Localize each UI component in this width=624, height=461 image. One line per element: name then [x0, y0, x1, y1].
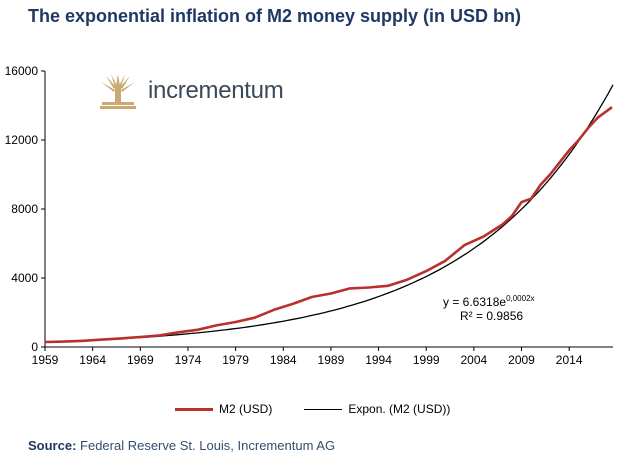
x-tick-label: 1969	[127, 353, 154, 367]
legend: M2 (USD) Expon. (M2 (USD))	[175, 402, 482, 416]
series-line-m2	[44, 106, 613, 344]
x-tick-label: 2014	[556, 353, 583, 367]
legend-item-expon: Expon. (M2 (USD))	[304, 402, 450, 416]
legend-label-m2: M2 (USD)	[219, 402, 273, 416]
x-tick-label: 1979	[222, 353, 249, 367]
source-text: Federal Reserve St. Louis, Incrementum A…	[76, 438, 336, 453]
trendline-equation: y = 6.6318e0,0002x	[443, 294, 535, 309]
y-tick-label: 12000	[5, 133, 39, 147]
x-tick-label: 1989	[318, 353, 345, 367]
legend-label-expon: Expon. (M2 (USD))	[348, 402, 451, 416]
equation-exponent: 0,0002x	[506, 294, 535, 303]
equation-prefix: y = 6.6318e	[443, 295, 507, 309]
x-tick-label: 1994	[365, 353, 392, 367]
incrementum-logo: incrementum	[100, 72, 284, 110]
x-tick-label: 2009	[508, 353, 535, 367]
x-tick-label: 2004	[461, 353, 488, 367]
legend-swatch-m2	[175, 407, 213, 411]
y-tick-label: 4000	[11, 271, 38, 285]
x-tick-label: 1984	[270, 353, 297, 367]
logo-wordmark: incrementum	[148, 77, 284, 104]
r-squared: R² = 0.9856	[460, 309, 524, 323]
x-tick-label: 1959	[32, 353, 59, 367]
legend-item-m2: M2 (USD)	[175, 402, 272, 416]
y-tick-label: 0	[31, 340, 38, 354]
tree-logo-icon	[100, 74, 136, 109]
source-label: Source:	[28, 438, 77, 453]
x-tick-label: 1999	[413, 353, 440, 367]
y-tick-label: 16000	[5, 64, 39, 78]
legend-swatch-expon	[304, 408, 343, 410]
chart-canvas: 0 4000 8000 12000 16000 1959 1964 1969 1974 1979 1…	[5, 64, 614, 367]
chart-title: The exponential inflation of M2 money su…	[28, 6, 522, 26]
source-note: Source: Federal Reserve St. Louis, Incre…	[28, 438, 335, 453]
y-tick-label: 8000	[11, 202, 38, 216]
x-tick-label: 1974	[175, 353, 202, 367]
x-tick-label: 1964	[79, 353, 106, 367]
